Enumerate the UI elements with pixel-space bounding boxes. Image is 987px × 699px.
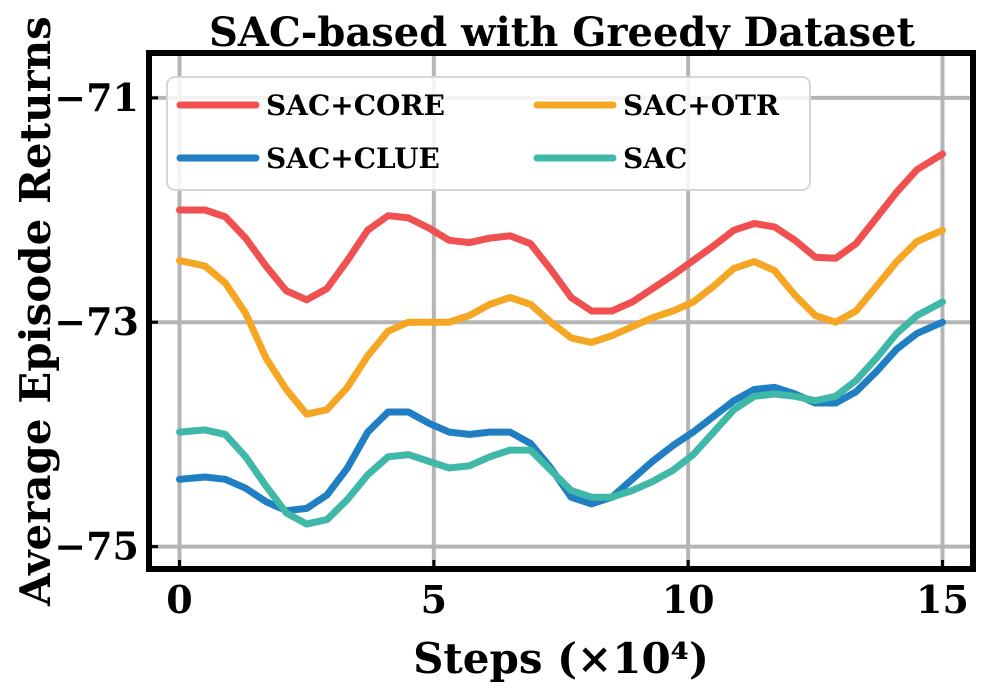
series-layer: [176, 150, 946, 528]
y-axis-label: Average Episode Returns: [11, 16, 60, 607]
legend-frame: [166, 76, 811, 191]
plot-frame: [146, 50, 976, 572]
series-line-sac: [176, 298, 946, 528]
x-tick-label: 5: [421, 577, 447, 622]
y-tick-label: −71: [54, 75, 139, 120]
x-tick-label: 0: [166, 577, 192, 622]
x-tick-label: 10: [662, 577, 715, 622]
x-tick-label: 15: [916, 577, 969, 622]
legend-label-sac: SAC: [623, 142, 687, 175]
legend-label-sac-otr: SAC+OTR: [623, 89, 780, 122]
chart-title: SAC-based with Greedy Dataset: [209, 9, 915, 56]
y-tick-label: −75: [54, 524, 139, 569]
legend-label-sac-core: SAC+CORE: [266, 89, 445, 122]
x-axis-label: Steps (×10⁴): [413, 634, 709, 683]
y-tick-label: −73: [54, 299, 139, 344]
tick-layer: 0 5 10 15 −71 −73 −75: [54, 75, 969, 622]
series-line-sac-otr: [176, 226, 946, 418]
legend-label-sac-clue: SAC+CLUE: [266, 142, 440, 175]
series-line-sac-core: [176, 150, 946, 315]
legend: SAC+CORE SAC+OTR SAC+CLUE SAC: [166, 76, 811, 191]
